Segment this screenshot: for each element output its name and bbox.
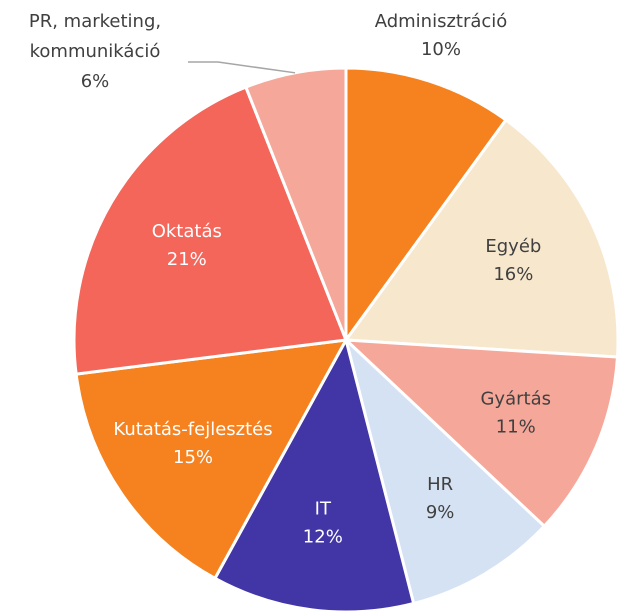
slice-label: Adminisztráció <box>375 11 508 32</box>
slice-label: IT <box>315 499 332 520</box>
slice-label: Gyártás <box>480 388 551 409</box>
slice-label: Oktatás <box>152 221 222 242</box>
value-label: 10% <box>421 39 461 60</box>
value-label: 15% <box>173 447 213 468</box>
slice-label: Egyéb <box>485 236 541 257</box>
pie-slice <box>343 335 547 606</box>
leader-line <box>188 61 296 74</box>
value-label: 16% <box>493 264 533 285</box>
pie-slice <box>74 338 349 581</box>
pie-slice <box>344 66 508 345</box>
pie-slice <box>341 338 617 529</box>
slice-label: HR <box>427 474 453 495</box>
value-label: 21% <box>167 249 207 270</box>
value-label: 12% <box>303 527 343 548</box>
slice-label: Kutatás-fejlesztés <box>113 419 272 440</box>
slice-label: PR, marketing, <box>29 11 161 32</box>
pie-slice <box>343 117 617 359</box>
value-label: 11% <box>496 416 536 437</box>
pie-slice <box>212 335 416 613</box>
pie-slice <box>72 85 349 376</box>
slice-label: kommunikáció <box>30 41 161 62</box>
value-label: 6% <box>81 71 110 92</box>
value-label: 9% <box>426 502 455 523</box>
